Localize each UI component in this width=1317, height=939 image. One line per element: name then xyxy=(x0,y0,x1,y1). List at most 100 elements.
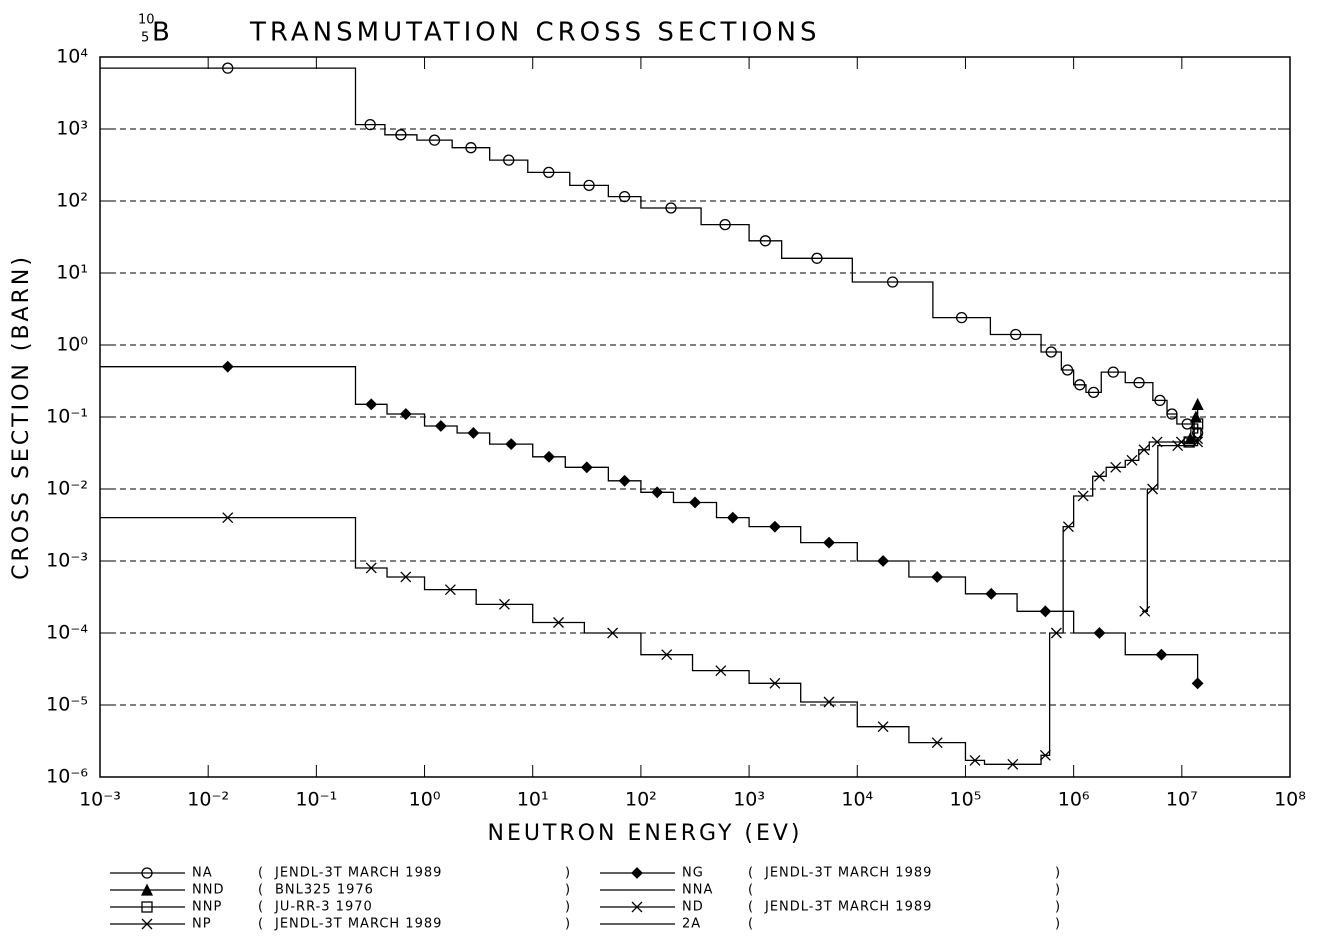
data-point xyxy=(651,486,664,499)
series-line xyxy=(100,67,1199,433)
series-line xyxy=(100,366,1199,684)
data-point xyxy=(823,536,835,549)
x-tick-label: 10⁷ xyxy=(1166,789,1198,811)
legend-marker xyxy=(631,901,643,913)
y-axis-label: CROSS SECTION (BARN) xyxy=(9,254,34,580)
data-point xyxy=(689,496,701,509)
legend-note: BNL325 1976 xyxy=(275,883,374,898)
legend-marker xyxy=(141,918,153,930)
data-point xyxy=(1184,432,1197,445)
data-point xyxy=(400,571,412,583)
legend-name: 2A xyxy=(682,917,701,932)
data-point xyxy=(221,360,234,373)
x-tick-label: 10⁴ xyxy=(841,789,873,811)
data-point xyxy=(877,555,890,567)
legend-bracket: ) xyxy=(1055,900,1061,915)
x-tick-label: 10⁻³ xyxy=(79,789,121,811)
legend-bracket: ( xyxy=(748,866,754,881)
legend-bracket: ) xyxy=(1055,866,1061,881)
legend-name: NND xyxy=(192,883,224,898)
data-point xyxy=(467,427,480,439)
legend-name: NNP xyxy=(192,900,222,915)
legend-bracket: ) xyxy=(565,900,571,915)
legend-note: JU-RR-3 1970 xyxy=(274,900,373,915)
x-tick-label: 10² xyxy=(625,789,657,811)
data-point xyxy=(1087,386,1100,398)
data-point xyxy=(1154,394,1166,407)
data-point xyxy=(222,512,234,524)
legend-note: JENDL-3T MARCH 1989 xyxy=(764,866,932,881)
y-tick-label: 10¹ xyxy=(56,262,88,284)
legend-note: JENDL-3T MARCH 1989 xyxy=(274,866,442,881)
data-point xyxy=(399,408,412,420)
data-point xyxy=(1010,328,1022,341)
legend-bracket: ) xyxy=(565,917,571,932)
data-point xyxy=(969,754,981,766)
x-tick-label: 10⁶ xyxy=(1058,789,1090,811)
legend-bracket: ) xyxy=(565,883,571,898)
legend-name: NG xyxy=(682,866,704,881)
data-point xyxy=(580,461,593,474)
legend-name: ND xyxy=(682,900,704,915)
y-tick-label: 10⁴ xyxy=(56,46,88,68)
legend-bracket: ( xyxy=(258,917,264,932)
data-point xyxy=(1039,749,1051,761)
x-tick-label: 10⁻¹ xyxy=(295,789,337,811)
data-point xyxy=(428,134,441,146)
data-point xyxy=(543,166,555,178)
data-point xyxy=(1172,440,1184,452)
legend-name: NP xyxy=(192,917,212,932)
data-point xyxy=(661,649,673,661)
nuclide-symbol: B xyxy=(152,18,170,48)
x-tick-label: 10⁸ xyxy=(1274,789,1306,811)
data-point xyxy=(1007,758,1019,770)
data-point xyxy=(823,696,835,708)
legend-marker xyxy=(631,867,643,879)
data-point xyxy=(395,129,407,141)
data-point xyxy=(719,218,731,231)
data-point xyxy=(222,62,234,74)
data-point xyxy=(1093,627,1106,639)
data-point xyxy=(465,142,477,154)
y-tick-label: 10³ xyxy=(56,118,88,140)
data-point xyxy=(1110,461,1122,473)
x-tick-label: 10¹ xyxy=(517,789,549,811)
data-point xyxy=(769,677,781,689)
data-point xyxy=(1190,427,1202,439)
legend-bracket: ) xyxy=(565,866,571,881)
y-tick-label: 10⁻³ xyxy=(46,550,88,572)
data-point xyxy=(498,598,510,610)
y-tick-label: 10⁻⁴ xyxy=(46,622,88,644)
data-point xyxy=(715,665,727,677)
data-point xyxy=(505,438,518,451)
legend-bracket: ( xyxy=(258,883,264,898)
data-point xyxy=(1139,605,1151,617)
data-point xyxy=(1191,397,1204,410)
data-point xyxy=(1192,433,1204,445)
legend-marker xyxy=(141,901,153,913)
legend-bracket: ( xyxy=(748,883,754,898)
x-tick-label: 10³ xyxy=(733,789,765,811)
y-tick-label: 10⁻¹ xyxy=(46,406,88,428)
data-point xyxy=(768,520,781,533)
data-point xyxy=(985,587,998,600)
data-point xyxy=(1133,376,1145,389)
data-point xyxy=(618,190,631,203)
legend-bracket: ( xyxy=(748,900,754,915)
data-point xyxy=(1192,436,1204,448)
data-point xyxy=(503,154,515,166)
data-point xyxy=(607,627,619,639)
data-point xyxy=(726,511,739,524)
x-tick-label: 10⁻² xyxy=(187,789,229,811)
y-tick-label: 10² xyxy=(56,190,88,212)
x-tick-label: 10⁰ xyxy=(409,789,441,811)
legend-name: NNA xyxy=(682,883,713,898)
series-line xyxy=(100,438,1199,765)
data-point xyxy=(364,118,376,131)
legend-note: JENDL-3T MARCH 1989 xyxy=(764,900,932,915)
data-point xyxy=(886,276,899,288)
x-axis-label: NEUTRON ENERGY (EV) xyxy=(488,821,803,846)
data-point xyxy=(1166,408,1178,420)
legend-bracket: ) xyxy=(1055,917,1061,932)
nuclide-mass: 10 xyxy=(138,13,155,28)
